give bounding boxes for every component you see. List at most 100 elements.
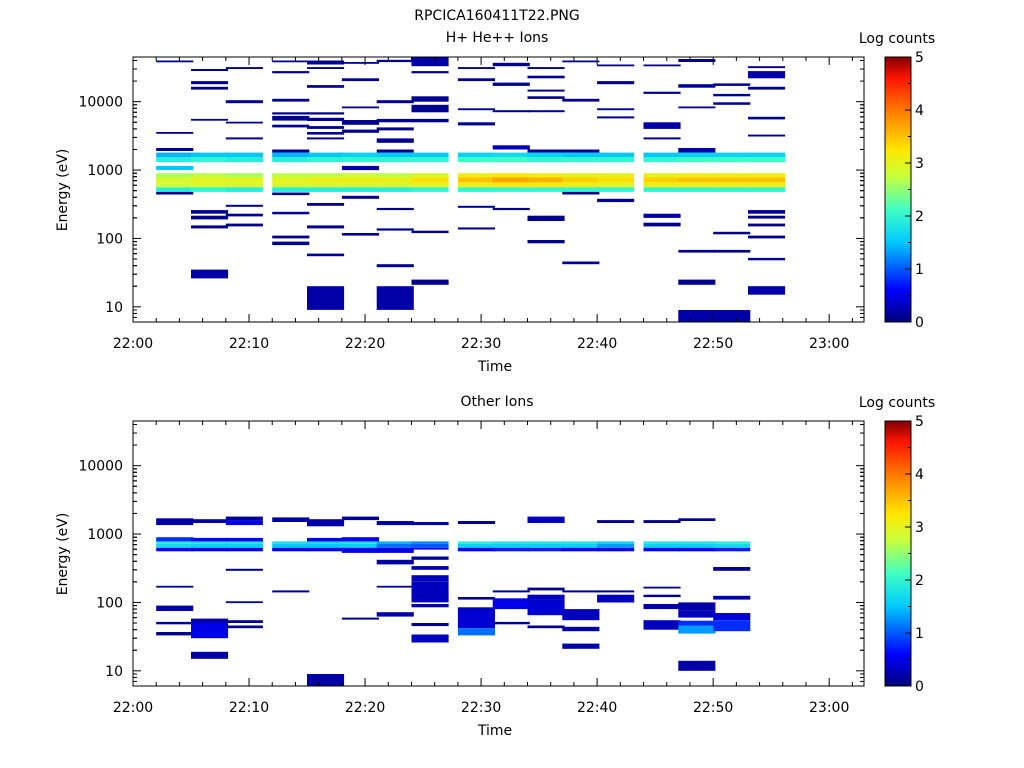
heatmap-cell (457, 173, 495, 178)
heatmap-cell (748, 173, 786, 178)
heatmap-cell (272, 543, 310, 548)
heatmap-cell (457, 187, 495, 192)
heatmap-cell (376, 543, 414, 548)
heatmap-cell (341, 106, 379, 109)
heatmap-cell (307, 182, 345, 188)
heatmap-cell (225, 100, 263, 104)
heatmap-cell (492, 207, 530, 211)
heatmap-cell (411, 581, 449, 594)
x-tick-label: 22:50 (693, 336, 733, 352)
heatmap-cell (376, 138, 414, 143)
colorbar-ticks: 0 1 2 3 4 5 (905, 50, 924, 331)
heatmap-cell (191, 69, 229, 71)
heatmap-cell (156, 518, 194, 526)
heatmap-cell (527, 173, 565, 178)
heatmap-cell (225, 157, 263, 163)
heatmap-cell (341, 516, 379, 521)
heatmap-cell (457, 152, 495, 157)
heatmap-cell (156, 537, 194, 542)
heatmap-cell (411, 177, 449, 183)
heatmap-cell (225, 152, 263, 157)
heatmap-cell (457, 67, 495, 69)
heatmap-cell (272, 124, 310, 128)
heatmap-cell (376, 182, 414, 188)
heatmap-cell (341, 152, 379, 157)
heatmap-cell (156, 543, 194, 548)
heatmap-cell (191, 210, 229, 214)
heatmap-cell (307, 112, 345, 115)
heatmap-cell (748, 210, 786, 214)
heatmap-cell (272, 177, 310, 183)
heatmap-cell (643, 173, 681, 178)
heatmap-cells (156, 516, 751, 686)
heatmap-cell (457, 628, 495, 636)
heatmap-cell (191, 547, 229, 552)
heatmap-cell (597, 173, 635, 178)
heatmap-cell (307, 203, 345, 206)
heatmap-cell (411, 157, 449, 163)
heatmap-cell (492, 157, 530, 163)
heatmap-cell (376, 100, 414, 104)
heatmap-cell (492, 152, 530, 157)
heatmap-cell (597, 108, 635, 111)
heatmap-cell (597, 594, 635, 603)
heatmap-cell (678, 547, 716, 552)
heatmap-cell (272, 60, 310, 63)
heatmap-cell (411, 104, 449, 113)
heatmap-cell (492, 187, 530, 192)
heatmap-cell (376, 286, 414, 310)
heatmap-cell (562, 98, 600, 102)
heatmap-cell (225, 223, 263, 227)
heatmap-cell (411, 522, 449, 526)
heatmap-cell (597, 152, 635, 157)
heatmap-cell (411, 96, 449, 102)
heatmap-cell (527, 187, 565, 192)
heatmap-cell (527, 96, 565, 99)
heatmap-cell (678, 611, 716, 618)
heatmap-cell (527, 215, 565, 221)
heatmap-cell (748, 182, 786, 188)
heatmap-cell (643, 543, 681, 548)
heatmap-cell (156, 60, 194, 63)
heatmap-cell (713, 547, 751, 552)
heatmap-cell (643, 157, 681, 163)
heatmap-cell (713, 620, 751, 632)
heatmap-cell (678, 182, 716, 188)
heatmap-cell (191, 177, 229, 183)
heatmap-cell (341, 187, 379, 192)
heatmap-cell (225, 568, 263, 571)
heatmap-cell (643, 604, 681, 610)
heatmap-cell (411, 566, 449, 570)
heatmap-cell (527, 177, 565, 183)
heatmap-cell (678, 152, 716, 157)
heatmap-cell (713, 182, 751, 188)
x-tick-label: 22:30 (461, 700, 501, 716)
heatmap-cell (492, 62, 530, 67)
x-tick-label: 22:50 (693, 700, 733, 716)
heatmap-cell (191, 215, 229, 220)
heatmap-cell (678, 59, 716, 62)
heatmap-cell (411, 187, 449, 192)
heatmap-cell (562, 261, 600, 265)
heatmap-cell (225, 543, 263, 548)
heatmap-cell (376, 152, 414, 157)
heatmap-cell (492, 110, 530, 113)
heatmap-cell (307, 225, 345, 229)
x-axis-label: Time (477, 359, 512, 375)
heatmap-cell (341, 177, 379, 183)
heatmap-cell (457, 205, 495, 208)
heatmap-cell (457, 521, 495, 524)
heatmap-cell (643, 620, 681, 630)
heatmap-cell (156, 152, 194, 157)
heatmap-cell (748, 286, 786, 295)
heatmap-cell (411, 556, 449, 560)
heatmap-cell (748, 66, 786, 69)
heatmap-cell (527, 110, 565, 113)
x-tick-label: 22:10 (229, 700, 269, 716)
heatmap-cell (643, 586, 681, 589)
heatmap-cell (643, 137, 681, 140)
heatmap-cell (307, 126, 345, 129)
heatmap-cell (597, 547, 635, 552)
heatmap-cell (272, 173, 310, 178)
heatmap-cell (376, 59, 414, 63)
